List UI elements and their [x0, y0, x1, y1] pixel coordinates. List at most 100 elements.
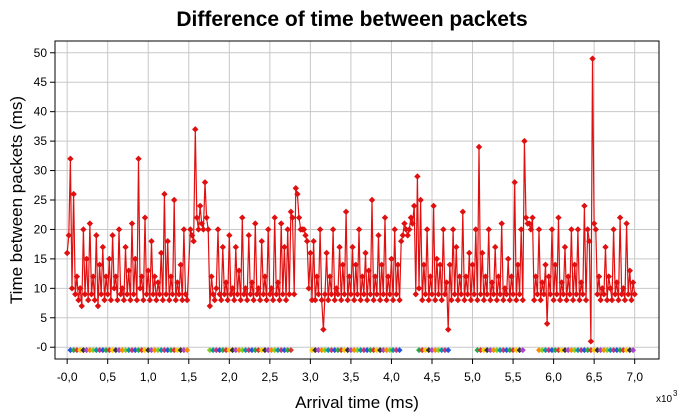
data-point	[331, 296, 338, 304]
data-point	[256, 296, 264, 304]
data-point	[397, 238, 405, 245]
data-point	[133, 296, 141, 304]
data-point	[221, 291, 228, 298]
data-point	[509, 291, 517, 298]
data-point	[279, 291, 287, 298]
baseline-point	[132, 347, 139, 354]
baseline-point	[600, 347, 607, 354]
data-point	[177, 261, 184, 268]
data-point	[308, 296, 316, 304]
data-point	[355, 226, 363, 233]
baseline-point	[258, 347, 265, 354]
data-point	[88, 291, 95, 298]
baseline-point	[360, 347, 367, 354]
data-point	[336, 243, 343, 251]
data-point	[198, 220, 205, 227]
data-point	[65, 232, 72, 239]
baseline-point	[516, 347, 523, 354]
data-point	[383, 296, 390, 304]
data-point	[514, 261, 522, 268]
data-point	[571, 261, 578, 268]
data-point	[407, 214, 415, 221]
baseline-point	[341, 347, 348, 354]
data-point	[102, 273, 110, 280]
data-point	[470, 291, 478, 298]
data-point	[175, 291, 183, 298]
data-point	[482, 273, 489, 280]
data-point	[503, 291, 510, 298]
data-point	[148, 238, 155, 245]
data-point	[367, 291, 374, 298]
baseline-point	[325, 347, 332, 354]
data-point	[89, 273, 97, 280]
baseline-point	[344, 347, 351, 354]
data-point	[112, 273, 120, 280]
y-axis-ticks: -0 5 10 15 20 25 30 35 40 45 50	[34, 46, 55, 354]
data-point	[334, 291, 342, 298]
data-point	[305, 285, 312, 292]
data-point	[404, 232, 411, 239]
baseline-point	[138, 347, 145, 354]
y-tick-label: 20	[34, 222, 48, 236]
data-point	[448, 296, 455, 304]
data-point	[391, 226, 398, 233]
baseline-point	[510, 347, 517, 354]
data-point	[451, 291, 458, 298]
data-point	[433, 255, 441, 263]
data-point	[530, 296, 538, 304]
data-point	[86, 220, 94, 227]
data-point	[85, 296, 92, 304]
data-point	[73, 273, 81, 280]
data-point	[230, 296, 238, 304]
data-point	[180, 226, 188, 233]
data-point	[490, 291, 497, 298]
data-point	[394, 261, 402, 268]
data-point	[616, 214, 624, 221]
data-point	[368, 196, 376, 204]
data-point	[488, 279, 496, 286]
data-point	[590, 220, 598, 227]
data-point	[166, 296, 173, 304]
data-point	[393, 291, 400, 298]
data-point	[266, 291, 274, 298]
data-point	[179, 296, 186, 304]
data-point	[568, 226, 575, 233]
baseline-point	[312, 347, 319, 354]
baseline-point	[93, 347, 100, 354]
data-point	[193, 214, 201, 221]
data-point	[415, 285, 423, 292]
baseline-point	[338, 347, 345, 354]
data-point	[227, 291, 235, 298]
data-point	[115, 226, 123, 233]
data-point	[461, 296, 468, 304]
data-point	[435, 291, 442, 298]
baseline-point	[617, 347, 624, 354]
chart-title: Difference of time between packets	[176, 8, 527, 31]
data-point	[80, 226, 87, 233]
data-point	[188, 232, 196, 239]
data-point	[140, 296, 147, 304]
baseline-point	[393, 347, 400, 354]
data-point	[594, 291, 601, 298]
data-point	[260, 291, 267, 298]
data-point	[312, 296, 319, 304]
data-point	[281, 243, 288, 251]
baseline-point	[206, 347, 213, 354]
data-point	[492, 243, 499, 251]
data-point	[240, 291, 248, 298]
baseline-point	[119, 347, 126, 354]
data-point	[477, 291, 484, 298]
baseline-point	[364, 347, 371, 354]
baseline-point	[184, 347, 191, 354]
baseline-point	[278, 347, 285, 354]
baseline-point	[328, 347, 335, 354]
data-point	[67, 155, 74, 162]
data-point	[454, 296, 462, 304]
y-tick-label: 45	[34, 75, 48, 89]
y-tick-label: 40	[34, 105, 48, 119]
data-point	[373, 291, 381, 298]
data-point	[206, 302, 214, 310]
baseline-point	[334, 347, 341, 354]
series-line	[66, 58, 636, 342]
